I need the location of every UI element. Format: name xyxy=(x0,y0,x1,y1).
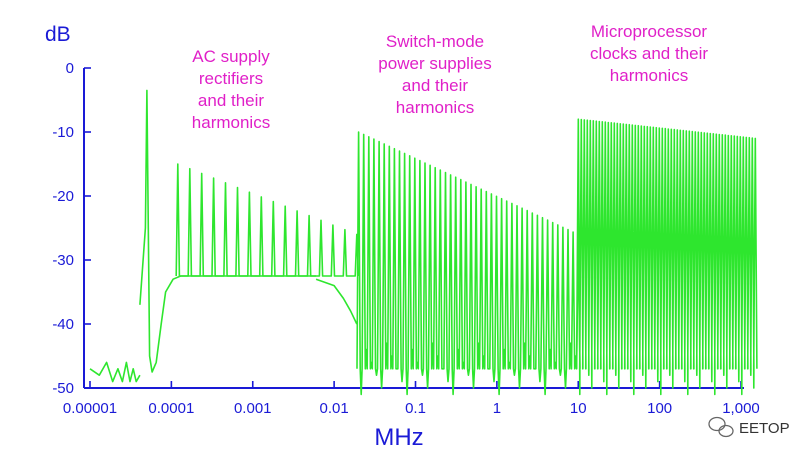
x-tick-label: 10 xyxy=(570,400,587,417)
annotations: AC supply rectifiers and their harmonicsSwi… xyxy=(192,22,709,132)
y-tick-label: -20 xyxy=(52,188,74,205)
annotation-line: harmonics xyxy=(396,98,474,117)
annotation-line: harmonics xyxy=(610,66,688,85)
y-tick-label: 0 xyxy=(66,60,74,77)
watermark-text: EETOP xyxy=(739,420,790,437)
spectrum-baseline xyxy=(89,361,141,383)
spectrum-harmonics xyxy=(175,163,360,277)
watermark: EETOP xyxy=(708,416,790,438)
annotation-line: power supplies xyxy=(378,54,491,73)
x-axis-label: MHz xyxy=(374,424,423,451)
wechat-icon xyxy=(708,416,734,438)
annotation-mcu: Microprocessor clocks and their harmonics xyxy=(590,22,708,85)
spectrum-harmonics xyxy=(356,131,581,396)
annotation-line: and their xyxy=(402,76,468,95)
annotation-line: Switch-mode xyxy=(386,32,484,51)
y-axis-label: dB xyxy=(45,23,71,46)
annotation-line: Microprocessor xyxy=(591,22,708,41)
x-tick-label: 100 xyxy=(647,400,672,417)
spectrum-baseline xyxy=(315,278,358,325)
annotation-line: clocks and their xyxy=(590,44,708,63)
y-tick-label: -10 xyxy=(52,124,74,141)
ticks: 0 -10 -20 -30 -40 -50 0.00001 0.0001 0.001 0.01 0.… xyxy=(52,60,759,417)
y-tick-label: -50 xyxy=(52,380,74,397)
spectrum-baseline xyxy=(139,89,181,373)
y-tick-label: -40 xyxy=(52,316,74,333)
annotation-ac: AC supply rectifiers and their harmonics xyxy=(192,47,270,132)
annotation-smps: Switch-mode power supplies and their harmon… xyxy=(378,32,491,117)
x-tick-label: 1,000 xyxy=(722,400,760,417)
y-tick-label: -30 xyxy=(52,252,74,269)
x-tick-label: 0.1 xyxy=(405,400,426,417)
x-tick-label: 0.01 xyxy=(320,400,349,417)
spectrum-harmonics xyxy=(575,118,758,396)
annotation-line: rectifiers xyxy=(199,69,263,88)
x-tick-label: 0.001 xyxy=(234,400,272,417)
x-tick-label: 1 xyxy=(493,400,501,417)
annotation-line: AC supply xyxy=(192,47,270,66)
x-tick-label: 0.0001 xyxy=(148,400,194,417)
annotation-line: and their xyxy=(198,91,264,110)
x-tick-label: 0.00001 xyxy=(63,400,117,417)
annotation-line: harmonics xyxy=(192,113,270,132)
series-group xyxy=(89,89,758,396)
